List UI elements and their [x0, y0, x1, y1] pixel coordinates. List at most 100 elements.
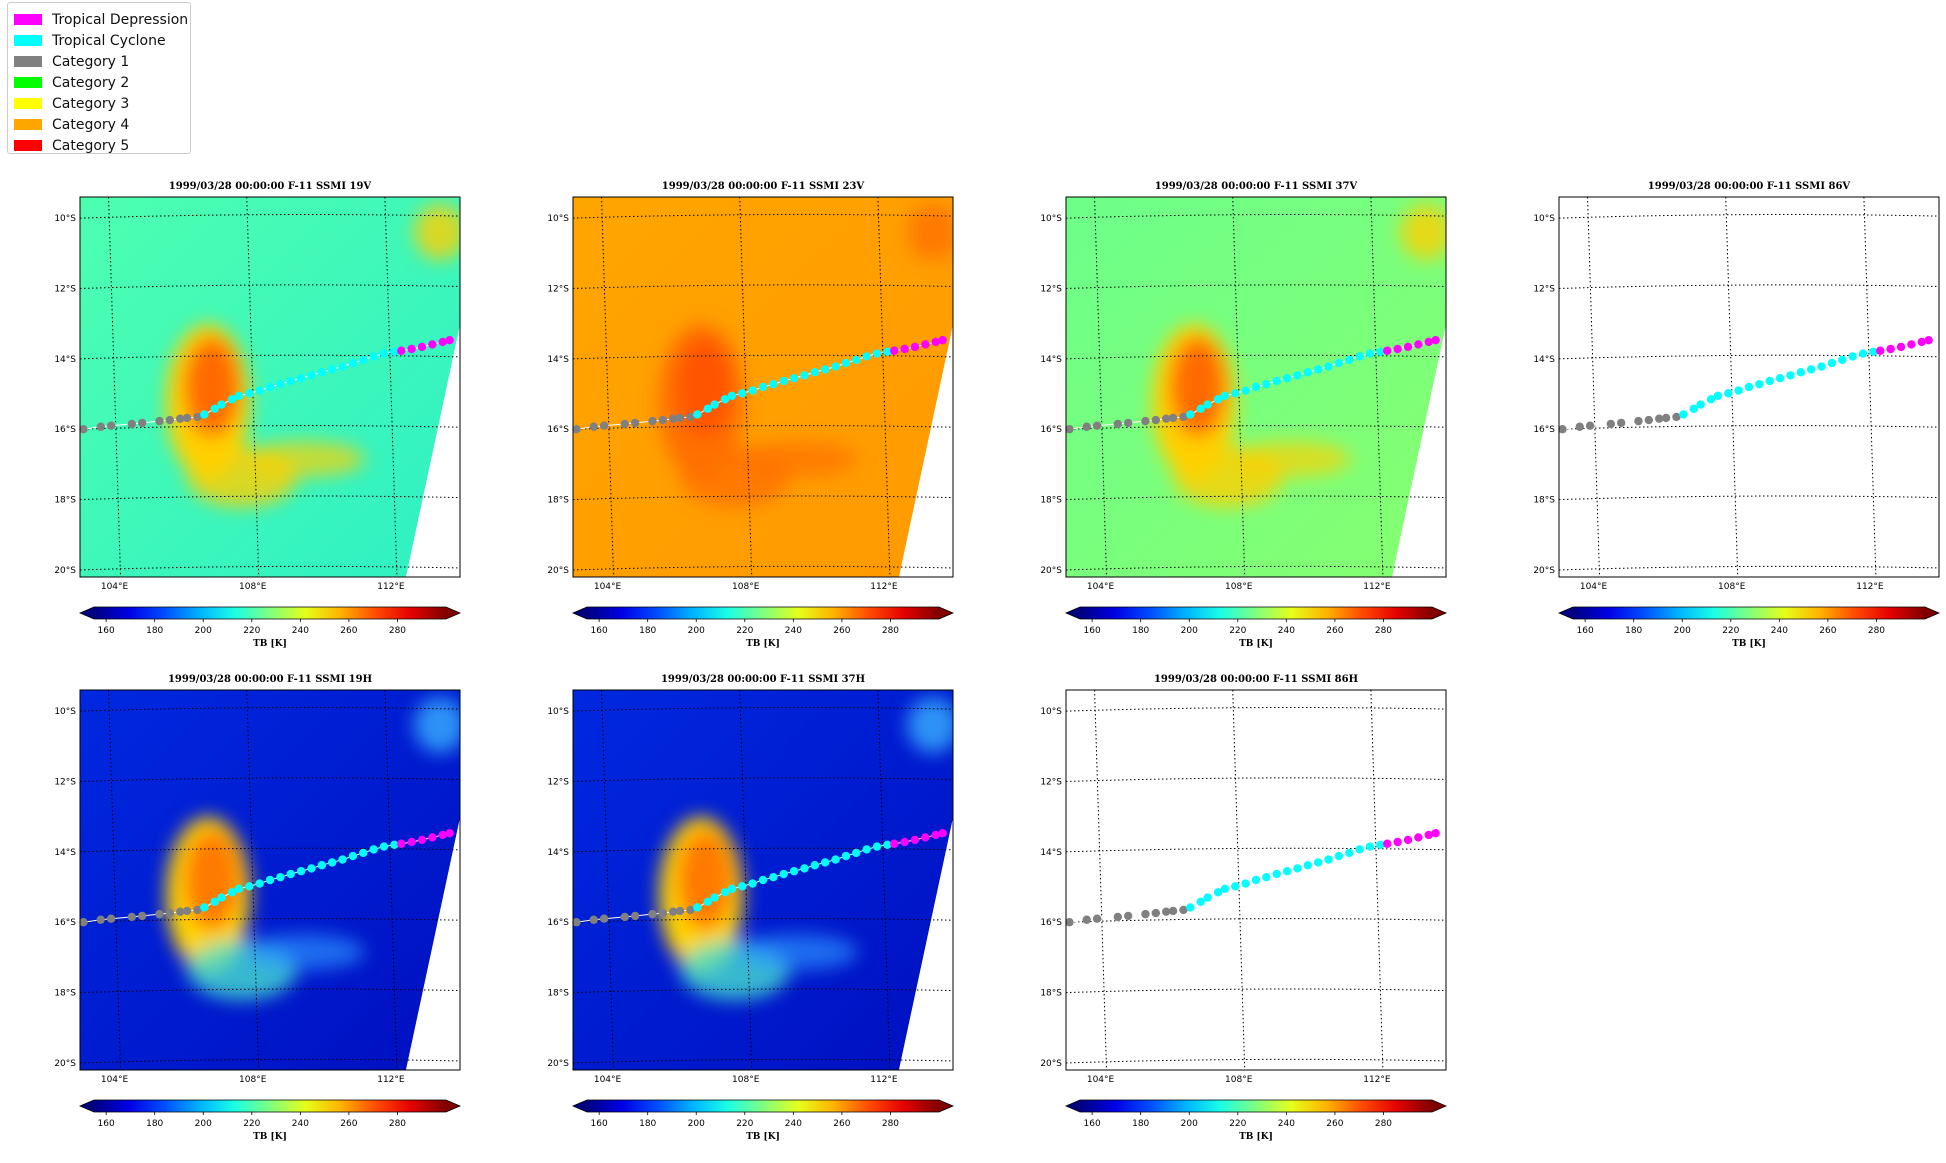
- graticule: [1065, 196, 1447, 578]
- track-point: [910, 342, 920, 352]
- track-point: [390, 840, 399, 850]
- lat-tick-label: 10°S: [547, 707, 569, 717]
- track-point: [338, 362, 347, 371]
- track-point: [317, 861, 327, 870]
- track-point: [900, 837, 909, 847]
- track-point: [1313, 365, 1323, 374]
- track-point: [227, 395, 237, 404]
- legend-item-category-2: Category 2: [8, 72, 190, 93]
- track-point: [872, 349, 882, 358]
- track-point: [1376, 840, 1385, 850]
- track-point: [1345, 355, 1354, 365]
- track-point: [327, 365, 337, 374]
- track-point: [720, 395, 730, 404]
- colorbar-label: TB [K]: [1239, 1132, 1273, 1142]
- track-point: [738, 389, 747, 398]
- track-point: [900, 344, 909, 354]
- track-point: [217, 400, 226, 409]
- track-point: [1355, 845, 1364, 854]
- track-point: [1082, 422, 1091, 431]
- track-point: [1113, 419, 1123, 429]
- colorbar-tick-label: 220: [243, 626, 260, 636]
- track-point: [758, 875, 768, 885]
- track-point: [800, 371, 809, 380]
- track-point: [686, 905, 695, 915]
- lon-tick-label: 104°E: [101, 1075, 129, 1085]
- map-frame: [572, 196, 954, 578]
- track-point: [245, 882, 254, 891]
- track-point: [193, 412, 202, 422]
- track-point: [831, 362, 840, 371]
- track-point: [1251, 382, 1261, 392]
- track-point: [1123, 418, 1133, 428]
- colorbar-tick-label: 280: [389, 1119, 406, 1129]
- track-point: [658, 415, 668, 425]
- storm-track: [1065, 829, 1440, 927]
- track-point: [1661, 413, 1671, 423]
- track-point: [369, 352, 378, 361]
- colorbar-tick-label: 220: [1229, 1119, 1246, 1129]
- map-frame: [1065, 689, 1447, 1071]
- lon-tick-label: 108°E: [239, 1075, 267, 1085]
- track-point: [852, 848, 861, 858]
- track-point: [1065, 918, 1074, 927]
- track-point: [1141, 416, 1150, 426]
- track-point: [1179, 905, 1188, 915]
- track-point: [703, 404, 712, 414]
- track-point: [1585, 421, 1595, 430]
- track-point: [200, 410, 209, 419]
- track-point: [1186, 903, 1195, 912]
- track-point: [1293, 371, 1302, 380]
- colorbar-tick-label: 180: [1132, 626, 1149, 636]
- track-point: [1313, 858, 1323, 867]
- track-point: [1424, 337, 1433, 347]
- track-point: [1272, 869, 1281, 879]
- track-point: [852, 355, 861, 365]
- track-point: [758, 382, 768, 392]
- colorbar: 160 180 200 220 240 260 280 TB [K]: [1557, 606, 1941, 649]
- track-point: [890, 346, 899, 355]
- colorbar: 160 180 200 220 240 260 280 TB [K]: [571, 1099, 955, 1142]
- legend-label: Category 1: [52, 53, 130, 70]
- lon-tick-label: 112°E: [1856, 582, 1884, 592]
- lat-tick-label: 10°S: [1040, 214, 1062, 224]
- track-point: [1082, 915, 1091, 924]
- track-point: [820, 858, 830, 867]
- track-point: [1403, 342, 1413, 352]
- track-point: [931, 830, 940, 840]
- track-point: [1151, 415, 1161, 425]
- lat-tick-label: 20°S: [1040, 566, 1062, 576]
- track-point: [296, 374, 306, 383]
- track-point: [668, 907, 678, 916]
- track-point: [1858, 349, 1868, 358]
- track-point: [265, 382, 275, 392]
- track-point: [1393, 344, 1402, 354]
- colorbar: 160 180 200 220 240 260 280 TB [K]: [1064, 1099, 1448, 1142]
- track-point: [890, 839, 899, 848]
- track-point: [841, 358, 851, 368]
- track-point: [1213, 395, 1223, 404]
- lon-tick-label: 108°E: [732, 1075, 760, 1085]
- map-panel-4: 1999/03/28 00:00:00 F-11 SSMI 86V 10°S 12°…: [1533, 181, 1941, 649]
- storm-area: [659, 204, 953, 507]
- colorbar-tick-label: 220: [1722, 626, 1739, 636]
- lon-tick-label: 108°E: [1225, 582, 1253, 592]
- track-point: [883, 347, 892, 357]
- colorbar-tick-label: 200: [1674, 626, 1691, 636]
- track-point: [1383, 839, 1392, 848]
- legend-label: Category 2: [52, 74, 130, 91]
- lon-tick-label: 112°E: [1363, 1075, 1391, 1085]
- track-point: [127, 419, 137, 429]
- lat-tick-label: 20°S: [1533, 566, 1555, 576]
- colorbar-tick-label: 160: [98, 626, 115, 636]
- lat-tick-label: 18°S: [547, 989, 569, 999]
- lon-tick-label: 104°E: [101, 582, 129, 592]
- graticule: [572, 196, 954, 578]
- track-point: [234, 884, 244, 893]
- lat-tick-label: 14°S: [547, 355, 569, 365]
- panel-title: 1999/03/28 00:00:00 F-11 SSMI 37V: [1155, 181, 1358, 192]
- legend-swatch: [14, 35, 42, 46]
- lat-tick-label: 10°S: [1040, 707, 1062, 717]
- track-point: [1241, 879, 1250, 888]
- colorbar-tick-label: 260: [1819, 626, 1836, 636]
